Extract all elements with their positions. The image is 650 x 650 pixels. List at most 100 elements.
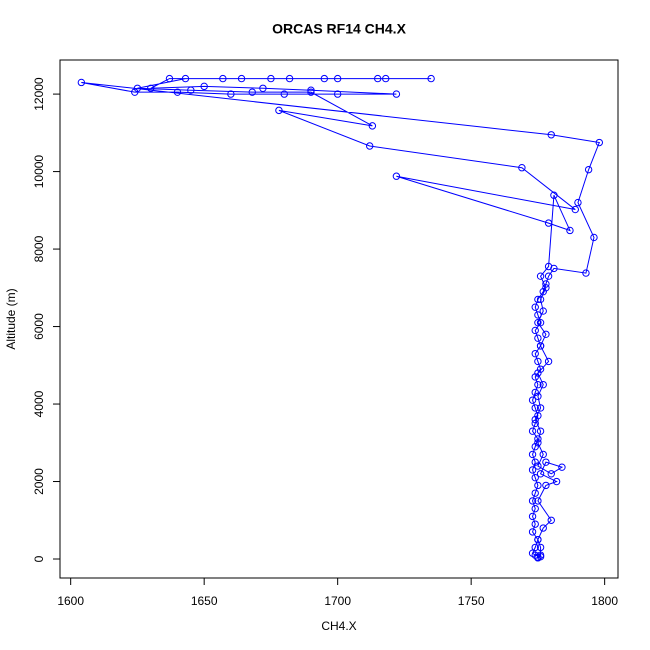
data-point [531,473,539,482]
data-point [531,404,539,412]
data-point [539,450,547,459]
y-tick-label: 0 [32,555,46,562]
x-tick-label: 1800 [591,594,618,608]
data-point [544,219,553,227]
data-point [547,470,555,478]
data-point [280,90,288,98]
data-point [534,435,542,443]
data-point [528,497,537,505]
data-point [275,106,283,115]
data-point [392,90,401,98]
data-point [539,524,547,532]
data-point [544,262,553,271]
data-point [534,334,542,342]
chart-title: ORCAS RF14 CH4.X [272,21,406,37]
data-point [528,528,537,536]
data-point [534,380,542,389]
data-point [542,458,550,466]
data-point [595,138,604,147]
data-point [392,172,401,180]
data-point [534,439,542,447]
data-point [534,481,542,490]
data-point [531,419,539,428]
data-point [547,516,555,524]
data-point [590,233,598,242]
data-point [542,330,550,339]
data-point [584,165,593,174]
x-axis-label: CH4.X [321,619,356,633]
data-point [531,303,539,311]
data-point [536,543,545,552]
data-point [534,497,542,505]
y-tick-label: 8000 [32,235,46,262]
data-point [544,357,553,366]
x-tick-label: 1700 [324,594,351,608]
data-point [368,122,377,130]
data-point [534,295,542,304]
data-point [307,88,315,96]
y-tick-label: 2000 [32,468,46,495]
data-point [550,191,558,199]
y-tick-label: 12000 [32,77,46,111]
data-point [528,450,537,459]
data-point [187,86,195,94]
data-point [219,74,227,83]
data-point [77,78,86,87]
data-point [542,280,550,288]
data-point [542,284,550,292]
data-point [536,318,545,327]
y-tick-label: 6000 [32,313,46,340]
data-point [285,74,294,83]
data-point [574,198,582,207]
data-point [536,342,545,350]
data-point [531,349,539,358]
data-point [200,82,208,91]
data-point [531,326,539,335]
data-point [237,74,246,83]
data-point [531,489,539,497]
data-point [147,84,155,92]
data-point [539,307,547,315]
data-point [333,74,342,83]
data-point [536,404,545,412]
y-tick-label: 4000 [32,390,46,417]
data-point [536,272,545,280]
data-point [536,427,545,435]
data-point [552,477,561,486]
data-point [534,357,542,366]
y-axis-label: Altitude (m) [4,288,18,349]
data-point [267,74,275,83]
data-line [81,78,601,559]
data-point [133,84,142,92]
data-point [518,164,526,172]
data-point [534,392,542,400]
data-point [531,415,539,424]
data-point [374,74,382,83]
data-point [534,553,542,561]
data-point [558,463,566,471]
x-tick-label: 1750 [458,594,485,608]
data-point [427,74,435,83]
data-point [173,88,182,96]
data-point [259,84,267,92]
data-point [547,131,555,139]
data-point [227,90,235,98]
data-point [528,466,537,474]
data-point [536,470,545,478]
data-point [582,269,590,277]
data-point [248,88,256,96]
data-point [528,512,537,521]
data-point [536,295,545,304]
data-point [534,535,542,544]
data-point [531,504,539,513]
data-point [528,427,537,435]
data-point [165,74,174,83]
data-point [531,520,539,528]
data-point [307,86,315,94]
data-point [320,74,329,83]
data-point [534,311,542,319]
data-point [566,226,574,235]
x-tick-label: 1650 [191,594,218,608]
data-point [542,481,550,490]
